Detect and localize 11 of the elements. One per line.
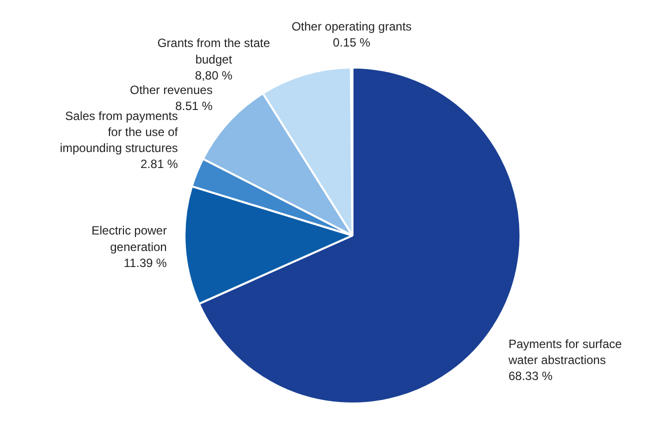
data-label: 8.51 %	[175, 98, 213, 113]
slice-label: Electric power generation	[91, 224, 167, 254]
data-label: 2.81 %	[140, 157, 178, 172]
data-label: 0.15 %	[332, 36, 371, 50]
slice-label: Grants from the state budget	[157, 36, 270, 66]
slice-label: Payments for surface water abstractions	[507, 336, 622, 367]
slice-label: Other operating grants	[292, 19, 412, 34]
slice-label: Other revenues	[130, 82, 213, 97]
data-label: 11.39 %	[124, 256, 168, 270]
data-label: 68.33 %	[508, 369, 553, 384]
data-label: 8,80 %	[195, 68, 233, 82]
